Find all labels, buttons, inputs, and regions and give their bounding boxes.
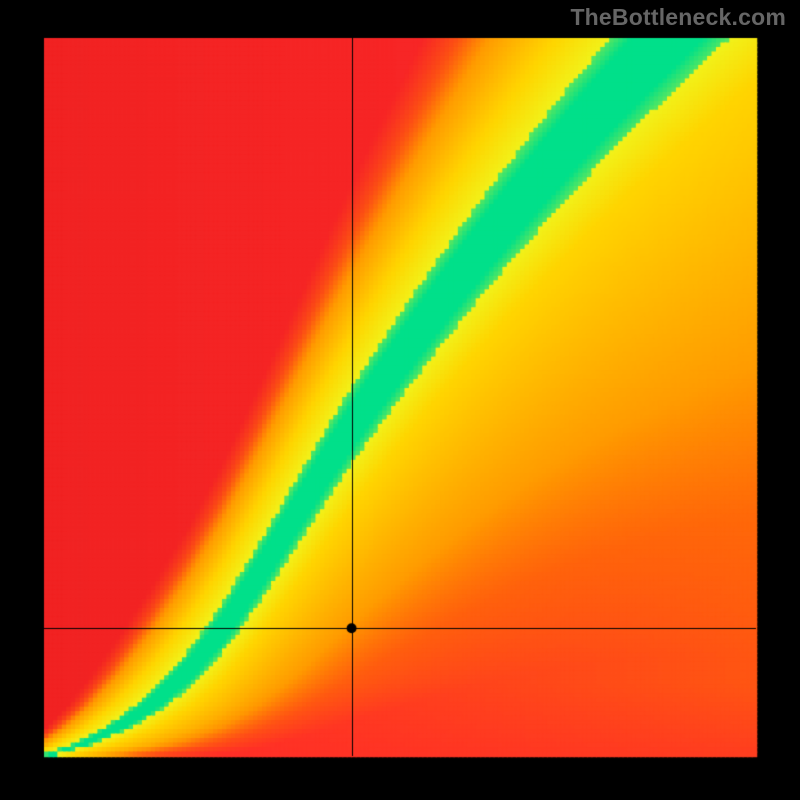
heatmap-canvas xyxy=(0,0,800,800)
chart-container: TheBottleneck.com xyxy=(0,0,800,800)
watermark-text: TheBottleneck.com xyxy=(570,4,786,31)
